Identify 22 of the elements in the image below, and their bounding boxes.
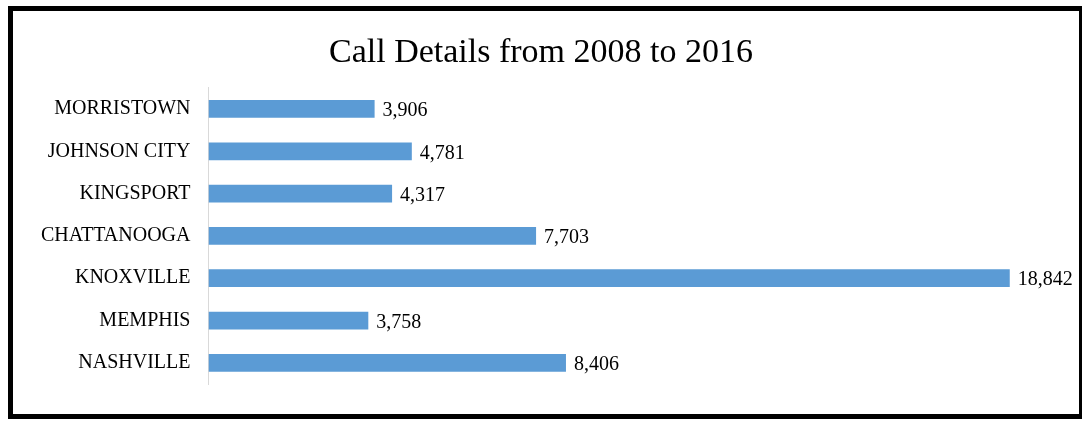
bar (208, 353, 566, 372)
y-tick-label: KINGSPORT (79, 180, 191, 203)
y-tick-label: JOHNSON CITY (47, 138, 191, 161)
bar (208, 142, 412, 161)
data-label: 18,842 (1017, 267, 1073, 290)
data-label: 3,758 (376, 309, 422, 332)
bar (208, 311, 369, 330)
bar (208, 227, 537, 245)
y-tick-label: MEMPHIS (99, 307, 191, 330)
data-label: 4,317 (400, 182, 446, 205)
bar (208, 184, 393, 203)
bar (208, 269, 1010, 288)
y-tick-label: MORRISTOWN (54, 96, 191, 119)
data-label: 3,906 (382, 98, 428, 121)
chart-title: Call Details from 2008 to 2016 (328, 32, 754, 70)
y-tick-label: KNOXVILLE (74, 265, 191, 288)
bar (208, 100, 375, 118)
data-label: 4,781 (419, 140, 465, 163)
data-label: 7,703 (544, 225, 590, 248)
y-tick-label: NASHVILLE (78, 350, 191, 373)
y-tick-label: CHATTANOOGA (40, 223, 192, 246)
data-label: 8,406 (573, 352, 619, 375)
